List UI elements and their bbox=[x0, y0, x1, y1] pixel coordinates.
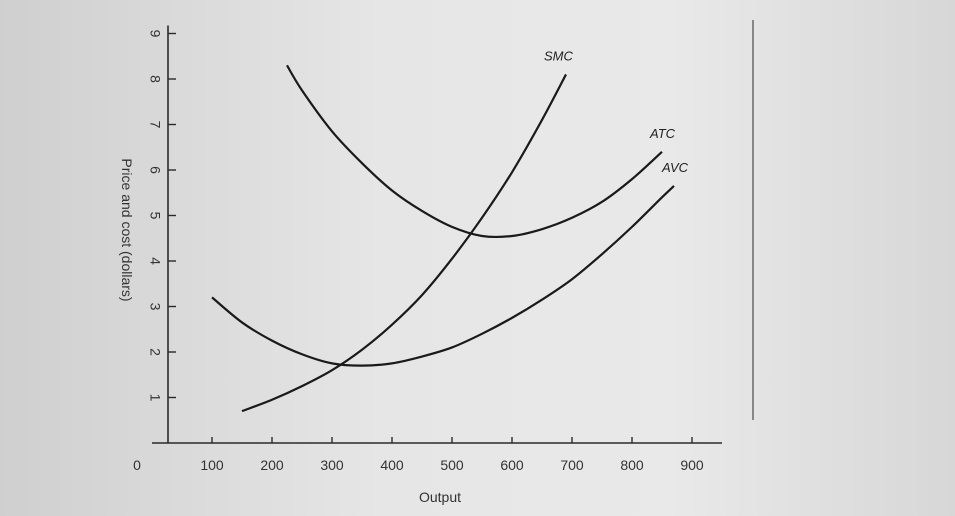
y-tick-label: 7 bbox=[147, 121, 163, 129]
x-tick-label: 500 bbox=[440, 457, 464, 473]
y-ticks: 1 2 3 4 5 6 7 8 9 bbox=[147, 30, 176, 402]
x-tick-label: 700 bbox=[560, 457, 584, 473]
page-divider-line bbox=[752, 20, 754, 420]
y-tick-label: 9 bbox=[147, 30, 163, 38]
y-tick-label: 2 bbox=[147, 348, 163, 356]
curve-atc bbox=[286, 64, 663, 239]
y-tick-label: 1 bbox=[147, 394, 163, 402]
curve-avc bbox=[211, 185, 675, 367]
curve-label-smc: SMC bbox=[544, 48, 574, 63]
x-tick-label: 100 bbox=[200, 457, 224, 473]
curve-label-atc: ATC bbox=[649, 126, 676, 141]
x-tick-label: 400 bbox=[380, 457, 404, 473]
curve-label-avc: AVC bbox=[661, 160, 689, 175]
origin-label: 0 bbox=[133, 457, 141, 473]
x-tick-label: 900 bbox=[680, 457, 704, 473]
x-tick-label: 200 bbox=[260, 457, 284, 473]
y-tick-label: 4 bbox=[147, 257, 163, 265]
y-tick-label: 8 bbox=[147, 75, 163, 83]
curve-smc bbox=[241, 73, 567, 413]
x-tick-label: 300 bbox=[320, 457, 344, 473]
y-tick-label: 3 bbox=[147, 303, 163, 311]
x-axis-label: Output bbox=[419, 489, 461, 505]
y-axis-label: Price and cost (dollars) bbox=[119, 158, 135, 301]
curve-labels: SMC ATC AVC bbox=[544, 48, 689, 174]
y-tick-label: 5 bbox=[147, 212, 163, 220]
x-tick-label: 800 bbox=[620, 457, 644, 473]
y-tick-label: 6 bbox=[147, 166, 163, 174]
curves bbox=[211, 64, 675, 413]
x-ticks: 100 200 300 400 500 600 700 800 900 bbox=[200, 437, 704, 473]
x-tick-label: 600 bbox=[500, 457, 524, 473]
axes bbox=[152, 25, 722, 444]
